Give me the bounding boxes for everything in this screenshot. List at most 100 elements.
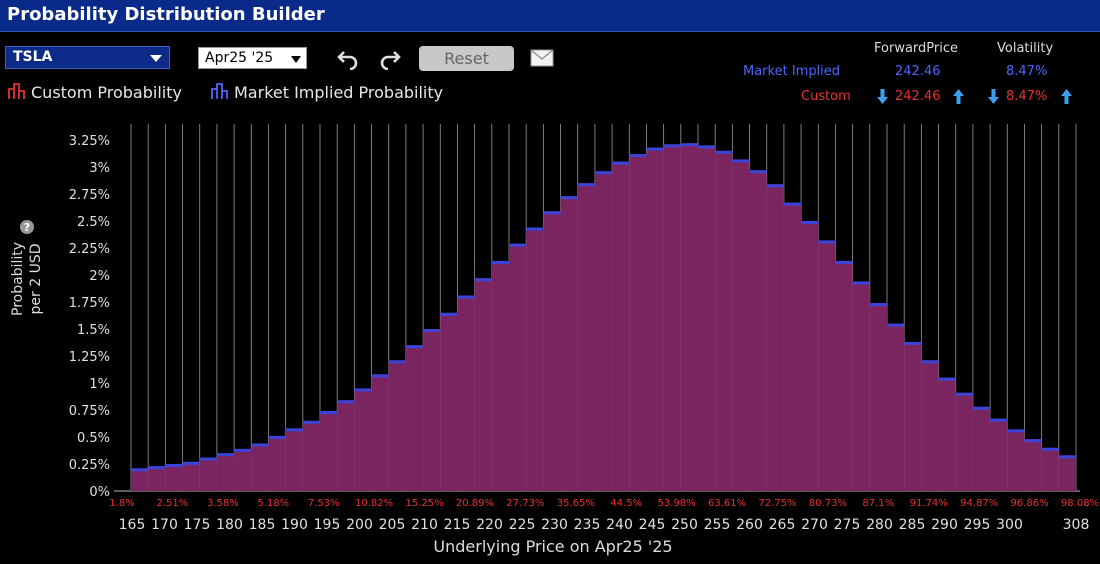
arrow-down-icon[interactable] [988, 89, 999, 104]
reset-button[interactable]: Reset [419, 46, 514, 71]
cumulative-prob-label: 53.98% [658, 498, 696, 509]
y-tick-label: 1.25% [69, 350, 110, 365]
distribution-bar[interactable] [818, 240, 836, 491]
y-tick-label: 0.75% [69, 404, 110, 419]
distribution-bar[interactable] [869, 303, 887, 491]
x-tick-label: 290 [931, 517, 958, 533]
distribution-bar[interactable] [526, 227, 544, 492]
distribution-bar[interactable] [285, 428, 303, 491]
cumulative-prob-label: 20.89% [456, 498, 494, 509]
distribution-bar[interactable] [165, 464, 183, 491]
distribution-bar[interactable] [749, 170, 767, 492]
distribution-bar[interactable] [904, 341, 922, 491]
distribution-bar[interactable] [990, 418, 1008, 491]
distribution-bar[interactable] [354, 388, 372, 491]
distribution-bar[interactable] [680, 143, 698, 492]
email-icon[interactable] [530, 49, 554, 67]
market-implied-cap [1041, 447, 1059, 451]
market-implied-cap [302, 420, 320, 424]
arrow-down-icon[interactable] [877, 89, 888, 104]
distribution-bar[interactable] [320, 411, 338, 491]
distribution-bar[interactable] [268, 435, 286, 491]
market-implied-label: Market Implied [743, 64, 841, 79]
cumulative-prob-label: 91.74% [910, 498, 948, 509]
help-icon[interactable] [20, 220, 34, 234]
distribution-bar[interactable] [766, 184, 784, 491]
market-implied-cap [337, 400, 355, 404]
market-implied-cap [904, 341, 922, 345]
distribution-bar[interactable] [732, 159, 750, 491]
distribution-bar[interactable] [663, 144, 681, 491]
distribution-bar[interactable] [938, 377, 956, 491]
distribution-bar[interactable] [1024, 439, 1042, 491]
distribution-bar[interactable] [1007, 429, 1025, 491]
distribution-bar[interactable] [560, 196, 578, 491]
distribution-bar[interactable] [474, 278, 492, 491]
distribution-bar[interactable] [423, 329, 441, 491]
distribution-bar[interactable] [612, 161, 630, 491]
y-tick-label: 2% [89, 269, 110, 284]
y-axis-label-2: per 2 USD [28, 244, 44, 315]
distribution-bar[interactable] [698, 145, 716, 491]
y-tick-label: 0% [89, 485, 110, 500]
x-tick-label: 190 [281, 517, 308, 533]
distribution-bar[interactable] [835, 260, 853, 491]
cumulative-prob-label: 63.61% [708, 498, 746, 509]
distribution-bar[interactable] [972, 406, 991, 491]
x-tick-label: 200 [346, 517, 373, 533]
distribution-bar[interactable] [302, 420, 320, 491]
distribution-bar[interactable] [148, 466, 166, 491]
custom-label: Custom [801, 89, 851, 104]
distribution-bar[interactable] [440, 312, 458, 491]
market-implied-cap [560, 196, 578, 200]
distribution-bar[interactable] [1058, 455, 1076, 491]
market-implied-cap [405, 345, 424, 349]
distribution-bar[interactable] [594, 171, 613, 491]
distribution-bar[interactable] [783, 202, 802, 491]
distribution-bar[interactable] [405, 345, 424, 491]
market-implied-cap [165, 464, 183, 467]
cumulative-prob-label: 2.51% [157, 498, 189, 509]
cumulative-prob-label: 72.75% [758, 498, 796, 509]
distribution-bar[interactable] [131, 468, 149, 491]
distribution-bar[interactable] [715, 150, 733, 492]
distribution-bar[interactable] [509, 243, 527, 491]
y-tick-label: 3% [89, 161, 110, 176]
forward-price-header: ForwardPrice [874, 41, 958, 56]
distribution-bar[interactable] [801, 221, 819, 491]
x-tick-label: 175 [184, 517, 211, 533]
distribution-bar[interactable] [337, 400, 355, 491]
distribution-bar[interactable] [182, 461, 200, 491]
distribution-bar[interactable] [577, 183, 595, 491]
distribution-bar[interactable] [887, 323, 905, 491]
distribution-bar[interactable] [234, 448, 252, 491]
chevron-down-icon [150, 55, 162, 62]
distribution-bar[interactable] [216, 453, 235, 491]
market-implied-cap [594, 171, 613, 175]
distribution-bar[interactable] [646, 147, 664, 491]
x-tick-label: 300 [996, 517, 1023, 533]
arrow-up-icon[interactable] [1061, 89, 1072, 104]
distribution-bar[interactable] [388, 360, 406, 491]
distribution-bar[interactable] [1041, 447, 1059, 491]
window-title: Probability Distribution Builder [7, 4, 325, 25]
distribution-bar[interactable] [371, 374, 389, 491]
market-implied-cap [509, 243, 527, 247]
market-implied-cap [1058, 455, 1076, 459]
distribution-bar[interactable] [491, 260, 509, 491]
distribution-bar[interactable] [543, 211, 561, 491]
distribution-bar[interactable] [457, 295, 475, 491]
distribution-bar[interactable] [199, 457, 217, 491]
expiry-dropdown[interactable]: Apr25 '25 [198, 47, 307, 69]
market-implied-cap [251, 443, 269, 447]
distribution-bar[interactable] [251, 443, 269, 491]
distribution-bar[interactable] [629, 154, 647, 492]
undo-icon[interactable] [336, 46, 360, 70]
arrow-up-icon[interactable] [953, 89, 964, 104]
redo-icon[interactable] [378, 46, 402, 70]
distribution-bar[interactable] [852, 281, 870, 491]
distribution-bar[interactable] [955, 392, 973, 491]
distribution-bar[interactable] [921, 360, 939, 491]
symbol-dropdown[interactable]: TSLA [5, 46, 170, 69]
